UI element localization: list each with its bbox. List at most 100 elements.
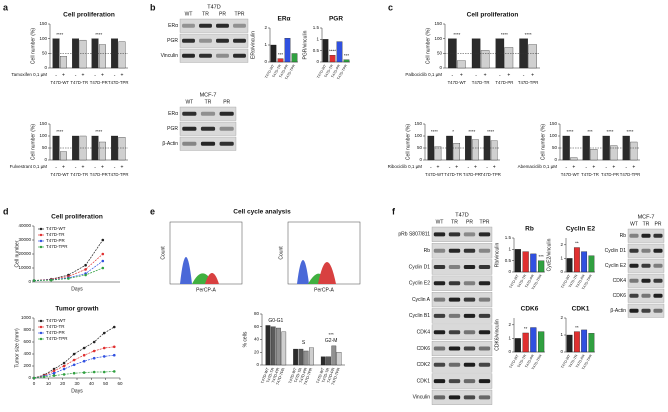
y-axis-label: Cell number (%) [425,28,431,64]
blot-strip [431,259,493,275]
blot-band [433,313,446,318]
point [102,346,106,350]
point [92,349,96,353]
bar [453,143,460,161]
y-tick-label: 50 [552,145,558,150]
point [67,277,70,280]
x-tick-label: T47D-PR [601,172,619,177]
y-axis-label: Tumor size (mm³) [14,328,20,368]
blot-band [463,248,476,253]
bar [320,356,326,366]
blot-row-label: CDK1 [417,378,431,384]
axis-label: Count [278,246,284,260]
point [52,371,56,375]
bar-label: T47D-WT [288,367,298,384]
bar [581,329,588,353]
point [32,279,36,282]
series-label: - [486,164,488,170]
blot-band [448,362,461,367]
y-tick-label: 150 [39,121,47,126]
y-tick-label: 0 [44,157,47,162]
point [72,358,76,362]
y-tick-label: 1 [560,332,563,337]
series-line [33,346,115,379]
bar-label: T47D-TR [321,367,330,383]
treatment-label: Palbociclib 0,1 µM [405,72,442,77]
bar [610,145,618,161]
x-tick-label: T47D-WT [425,172,444,177]
point [102,370,106,374]
blot-band [448,346,461,351]
blot-strip [431,324,493,340]
blot-band [653,308,663,313]
point [72,371,76,375]
significance: **** [56,32,63,37]
blot-row-label: CDK6 [417,346,431,352]
significance: **** [566,129,573,134]
x-tick-label: T47D-WT [508,273,519,289]
legend-label: T47D-PR [46,330,66,335]
point [112,353,116,357]
y-tick-label: 0 [554,157,557,162]
x-tick-label: T47D-PR [90,172,108,177]
x-tick-label: T47D-TR [472,80,490,85]
x-tick-label: T47D-PR [575,354,586,369]
blot-band [433,232,446,237]
y-tick-label: 1 [560,256,563,261]
blot-band [463,281,476,286]
y-tick-label: 1 [316,37,319,42]
blot-row-label: β-Actin [162,141,178,147]
significance: **** [606,129,613,134]
x-tick-label: T47D-WT [316,63,327,79]
blot-row-label: CDK4 [613,278,627,284]
lane-label: PR [219,11,226,17]
lane-label: TR [205,99,212,105]
bar [336,41,343,63]
blot-band [653,278,663,283]
bar [630,141,638,161]
x-tick-label: T47D-TR [324,64,335,79]
bar [99,141,106,161]
blot-band [448,330,461,335]
axis-label: PerCP-A [314,287,334,293]
blot-row-label: Vinculin [413,395,431,401]
blot-band [478,395,491,400]
blot-band [182,111,197,116]
series-label: - [467,164,469,170]
y-tick-label: 0 [419,157,422,162]
series-label: + [507,72,510,78]
blot-band [448,297,461,302]
panel-label: f [392,206,396,216]
blot-band [200,141,216,146]
blot-strip [179,106,237,121]
treatment-label: Fulvestrant 0,1 µM [10,164,48,169]
bar [326,356,331,366]
x-tick-label: T47D-TR [272,64,283,79]
significance: ** [524,326,528,331]
x-tick-label: T47D-PR [524,274,535,289]
x-tick-label: T47D-PR [330,64,341,79]
blot-strip [179,18,249,33]
g1-peak [290,260,309,284]
bar-label: T47D-TR [266,367,275,383]
y-axis-label: Cell number (%) [405,124,411,160]
series-label: - [475,72,477,78]
x-tick-label: 0 [33,381,36,386]
panel-label: e [150,206,155,216]
blot-strip [431,340,493,357]
lane-label: PR [655,221,662,227]
blot-band [199,38,212,43]
panel-title: Cell cycle analysis [233,209,291,216]
y-tick-label: 1000 [21,315,32,320]
chart-title: Rb [525,226,534,233]
blot-band [629,308,639,313]
y-tick-label: 2 [560,315,563,320]
bar [270,44,277,63]
group-label: G0-G1 [268,318,283,324]
panel-label: d [3,206,9,216]
blot-band [463,379,476,384]
y-tick-label: 100 [434,36,442,41]
significance: **** [525,32,532,37]
bar [60,56,67,69]
blot-band [463,265,476,269]
